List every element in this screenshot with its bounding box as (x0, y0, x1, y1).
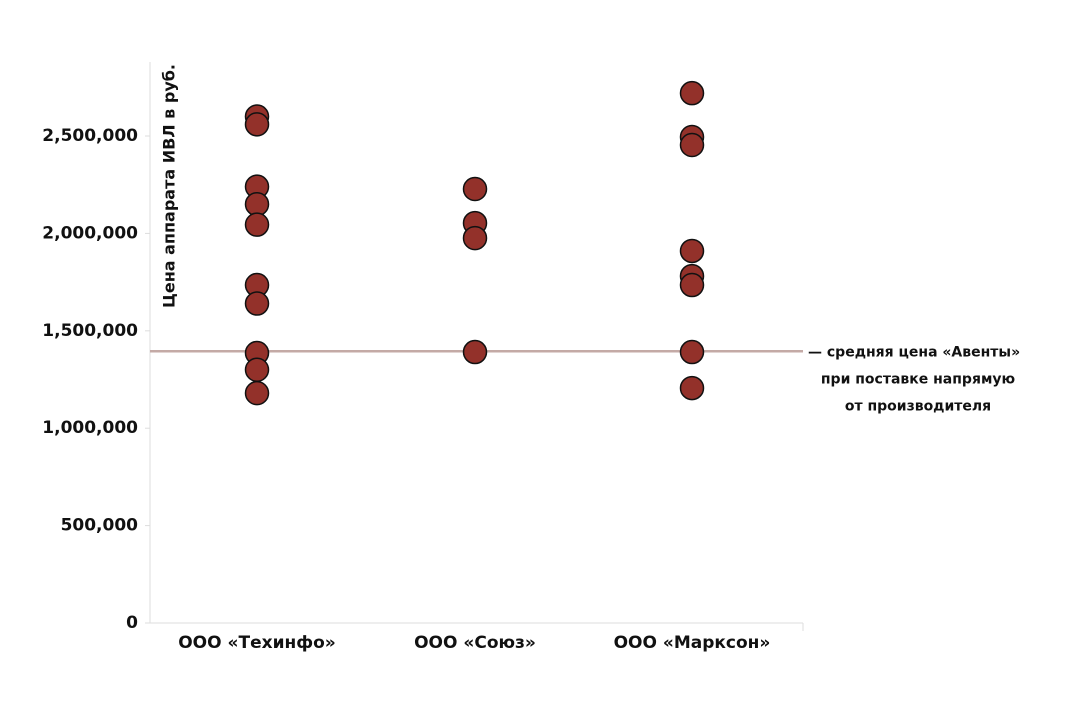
point (679, 272, 705, 298)
point (244, 191, 270, 217)
y-tick-label: 1,500,000 (42, 321, 138, 341)
y-axis-title: Цена аппарата ИВЛ в руб. (160, 64, 179, 308)
reference-label: — средняя цена «Авенты» (808, 344, 1020, 360)
y-tick-label: 2,000,000 (42, 223, 138, 243)
y-tick-label: 500,000 (61, 516, 139, 536)
point (679, 375, 705, 401)
point (679, 80, 705, 106)
point (679, 339, 705, 365)
reference-label: при поставке напрямую (821, 371, 1015, 387)
point (244, 291, 270, 316)
point (244, 112, 270, 137)
x-tick-label: ООО «Союз» (414, 633, 536, 653)
point (462, 339, 488, 365)
point (679, 132, 705, 158)
point (462, 225, 488, 251)
y-tick-label: 0 (126, 613, 138, 633)
point (462, 176, 488, 202)
point (244, 357, 270, 383)
point (244, 380, 270, 406)
y-tick-label: 2,500,000 (42, 126, 138, 146)
point (679, 238, 705, 264)
x-tick-label: ООО «Техинфо» (178, 633, 336, 653)
x-tick-label: ООО «Марксон» (614, 633, 771, 653)
reference-label: от производителя (845, 398, 991, 414)
point (244, 212, 270, 237)
y-tick-label: 1,000,000 (42, 418, 138, 438)
